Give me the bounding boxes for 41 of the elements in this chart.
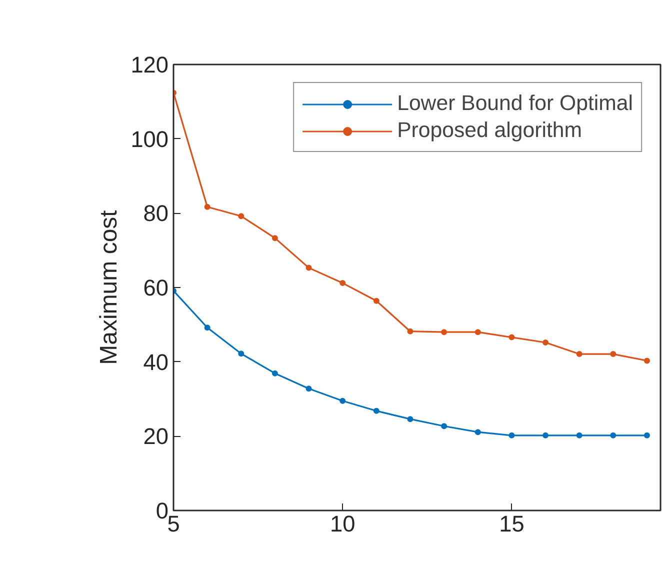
point xyxy=(610,351,616,358)
point xyxy=(542,432,549,438)
x-tick-label: 10 xyxy=(330,510,356,536)
point xyxy=(441,423,448,430)
point xyxy=(474,329,481,336)
point xyxy=(644,358,650,364)
point xyxy=(238,213,244,220)
legend-label: Lower Bound for Optimal xyxy=(397,91,633,116)
point xyxy=(407,416,414,422)
point xyxy=(340,280,346,286)
y-tick-label: 40 xyxy=(143,348,168,375)
point xyxy=(204,324,210,331)
point xyxy=(644,432,650,438)
point xyxy=(610,432,616,438)
y-tick-label: 120 xyxy=(130,52,169,78)
point xyxy=(508,334,515,340)
y-tick-label: 80 xyxy=(143,200,168,226)
point xyxy=(542,340,549,346)
point xyxy=(373,408,380,414)
point xyxy=(306,264,312,271)
point xyxy=(576,351,582,358)
point xyxy=(474,429,481,436)
y-tick-label: 20 xyxy=(143,423,168,450)
point xyxy=(272,370,278,376)
point xyxy=(373,298,380,304)
legend-label: Proposed algorithm xyxy=(397,118,582,143)
point xyxy=(204,204,210,210)
point xyxy=(441,329,448,336)
point xyxy=(238,350,244,357)
point xyxy=(407,328,414,334)
point xyxy=(508,432,515,438)
point xyxy=(272,235,278,242)
y-axis-title: Maximum cost xyxy=(96,210,123,365)
y-tick-label: 0 xyxy=(156,498,169,524)
point xyxy=(340,398,346,404)
y-tick-label: 60 xyxy=(143,274,168,300)
x-tick-label: 15 xyxy=(499,510,524,536)
point xyxy=(576,432,582,438)
point xyxy=(306,386,312,392)
y-tick-label: 100 xyxy=(130,126,169,152)
x-tick-label: 5 xyxy=(167,510,180,536)
